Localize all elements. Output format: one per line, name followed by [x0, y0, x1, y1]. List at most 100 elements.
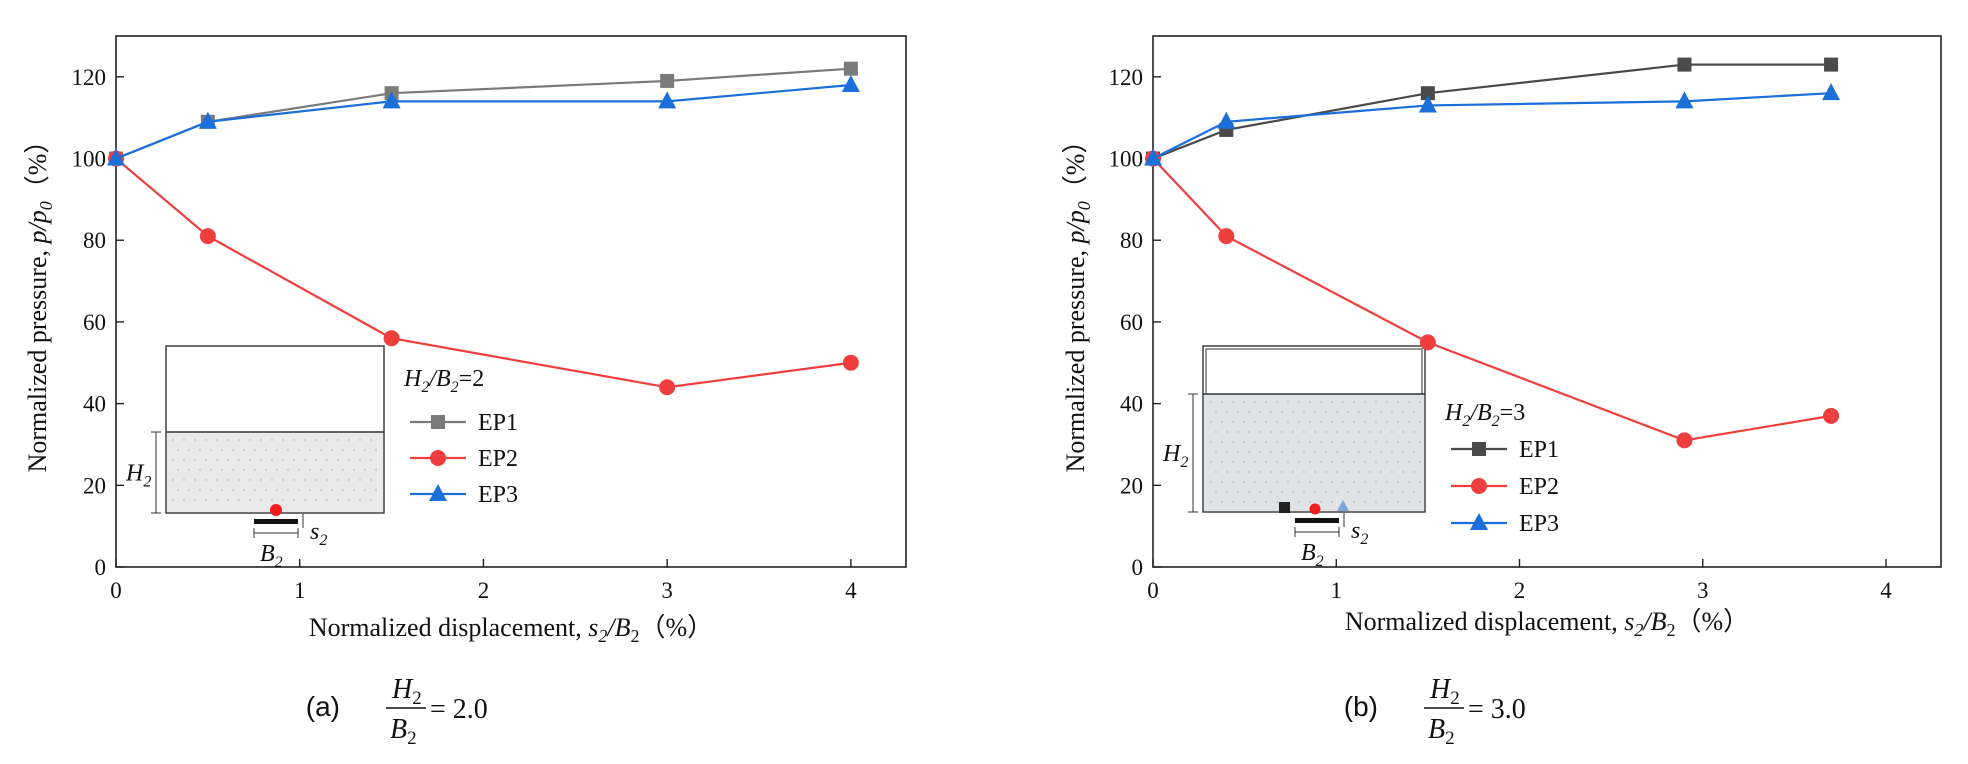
soil-grain	[309, 449, 311, 451]
soil-grain	[348, 479, 350, 481]
soil-grain	[1243, 401, 1245, 403]
soil-grain	[282, 459, 284, 461]
soil-grain	[1265, 461, 1267, 463]
soil-grain	[1270, 471, 1272, 473]
soil-grain	[254, 449, 256, 451]
soil-grain	[353, 449, 355, 451]
soil-grain	[1276, 461, 1278, 463]
soil-grain	[348, 459, 350, 461]
y-tick-label: 40	[83, 392, 106, 417]
soil-grain	[1276, 501, 1278, 503]
soil-grain	[1336, 491, 1338, 493]
soil-grain	[1232, 401, 1234, 403]
soil-grain	[1397, 461, 1399, 463]
y-tick-label: 20	[1120, 473, 1143, 498]
soil-grain	[1320, 441, 1322, 443]
soil-grain	[1408, 421, 1410, 423]
soil-grain	[1309, 461, 1311, 463]
legend: H2/B2=2 EP1 EP2 EP3	[403, 366, 518, 508]
soil-grain	[1325, 411, 1327, 413]
plot-frame	[1152, 35, 1942, 568]
sensor-ep1	[1279, 502, 1290, 513]
soil-grain	[1320, 461, 1322, 463]
soil-grain	[232, 489, 234, 491]
soil-grain	[271, 439, 273, 441]
soil-grain	[227, 479, 229, 481]
soil-grain	[1386, 481, 1388, 483]
soil-grain	[1331, 421, 1333, 423]
soil-grain	[342, 489, 344, 491]
panel-caption: (a) H2 B2 = 2.0	[306, 674, 488, 749]
soil-grain	[1325, 431, 1327, 433]
soil-grain	[1402, 471, 1404, 473]
soil-grain	[276, 469, 278, 471]
soil-grain	[1358, 451, 1360, 453]
data-point-ep3	[1217, 111, 1236, 129]
soil-grain	[1276, 481, 1278, 483]
soil-grain	[1303, 471, 1305, 473]
legend-label-ep2: EP2	[478, 446, 518, 472]
soil-grain	[1276, 401, 1278, 403]
soil-grain	[315, 499, 317, 501]
soil-grain	[1298, 421, 1300, 423]
legend-marker-ep1	[1472, 442, 1486, 456]
soil-grain	[326, 439, 328, 441]
soil-grain	[1248, 451, 1250, 453]
soil-grain	[172, 479, 174, 481]
soil-grain	[1309, 501, 1311, 503]
soil-grain	[1380, 471, 1382, 473]
soil-grain	[243, 469, 245, 471]
x-axis-label: Normalized displacement, s2/B2（%）	[309, 613, 713, 646]
soil-grain	[1353, 501, 1355, 503]
soil-grain	[1391, 431, 1393, 433]
soil-grain	[1386, 461, 1388, 463]
soil-grain	[216, 479, 218, 481]
soil-grain	[1243, 421, 1245, 423]
soil-grain	[1402, 451, 1404, 453]
soil-grain	[1347, 471, 1349, 473]
soil-grain	[1281, 411, 1283, 413]
soil-grain	[1303, 411, 1305, 413]
soil-grain	[1281, 431, 1283, 433]
data-point-ep3	[841, 75, 860, 93]
legend-title: H2/B2=2	[403, 366, 484, 396]
soil-grain	[331, 449, 333, 451]
soil-grain	[1314, 471, 1316, 473]
soil-grain	[227, 459, 229, 461]
soil-grain	[1419, 401, 1421, 403]
soil-grain	[1254, 421, 1256, 423]
soil-grain	[205, 479, 207, 481]
soil-grain	[1292, 411, 1294, 413]
data-point-ep3	[1144, 148, 1162, 166]
soil-grain	[1342, 441, 1344, 443]
soil-grain	[1281, 451, 1283, 453]
soil-grain	[375, 469, 377, 471]
soil-grain	[1292, 491, 1294, 493]
y-axis-label: Normalized pressure, p/p0（%）	[1061, 128, 1094, 473]
soil-grain	[342, 469, 344, 471]
soil-layer	[1204, 394, 1424, 511]
y-tick-label: 40	[1120, 392, 1143, 417]
soil-grain	[1265, 421, 1267, 423]
soil-grain	[216, 439, 218, 441]
soil-grain	[1232, 421, 1234, 423]
caption-numerator: H2	[1429, 674, 1460, 709]
soil-grain	[1386, 421, 1388, 423]
soil-grain	[238, 479, 240, 481]
data-point-ep3	[1418, 95, 1437, 113]
data-point-ep1	[660, 73, 675, 88]
soil-grain	[1243, 441, 1245, 443]
soil-grain	[337, 459, 339, 461]
soil-grain	[1248, 491, 1250, 493]
soil-grain	[1210, 481, 1212, 483]
x-tick-label: 2	[1514, 578, 1526, 603]
soil-grain	[298, 489, 300, 491]
x-tick-label: 4	[845, 578, 857, 603]
soil-grain	[194, 479, 196, 481]
soil-grain	[1353, 481, 1355, 483]
soil-grain	[1237, 471, 1239, 473]
soil-grain	[249, 479, 251, 481]
soil-grain	[1265, 481, 1267, 483]
soil-grain	[370, 439, 372, 441]
legend-label-ep1: EP1	[1519, 437, 1559, 463]
